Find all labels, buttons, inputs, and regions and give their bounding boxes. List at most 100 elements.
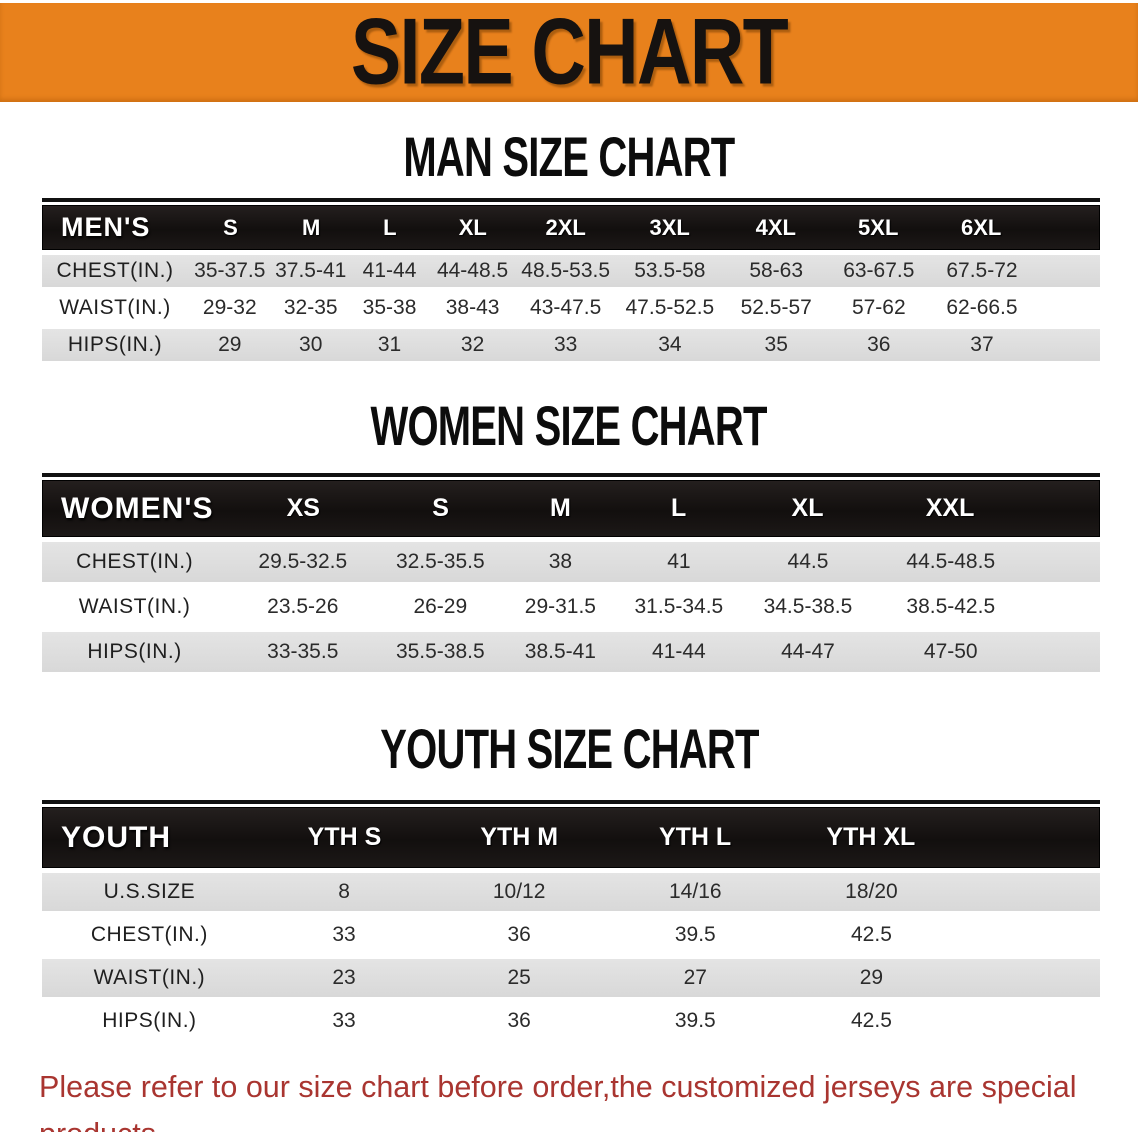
- cell-value: 53.5-58: [634, 259, 706, 282]
- men-table-body: CHEST(IN.) 35-37.5 37.5-41 41-44 44-48.5 48.5…: [42, 255, 1100, 361]
- cell-value: 32-35: [283, 296, 338, 319]
- cell-value: 36: [867, 333, 891, 356]
- cell-value: 31.5-34.5: [634, 595, 724, 618]
- table-row: U.S.SIZE 8 10/12 14/16 18/20: [42, 873, 1100, 911]
- cell-value: 44-48.5: [436, 259, 509, 282]
- cell-value: 37: [970, 333, 994, 356]
- cell-value: 34.5-38.5: [763, 595, 853, 618]
- cell-value: 44.5-48.5: [906, 550, 996, 573]
- table-row: HIPS(IN.) 29 30 31 32 33 34 35 36 37: [42, 329, 1100, 361]
- row-label: WAIST(IN.): [59, 296, 171, 319]
- column-header: L: [671, 494, 687, 522]
- page-title: SIZE CHART: [350, 0, 789, 105]
- cell-value: 34: [658, 333, 682, 356]
- column-header: L: [383, 214, 397, 240]
- column-header: M: [302, 214, 321, 240]
- cell-value: 42.5: [851, 923, 892, 946]
- table-row: WAIST(IN.) 29-32 32-35 35-38 38-43 43-47.5 47.…: [42, 292, 1100, 324]
- cell-value: 41-44: [652, 640, 706, 663]
- cell-value: 8: [338, 880, 350, 903]
- disclaimer-line-1: Please refer to our size chart before or…: [39, 1070, 1077, 1132]
- cell-value: 38.5-41: [524, 640, 596, 663]
- table-top-border: [42, 198, 1100, 202]
- cell-value: 23: [332, 966, 356, 989]
- women-table-body: CHEST(IN.) 29.5-32.5 32.5-35.5 38 41 44.5 44.5…: [42, 542, 1100, 672]
- row-label: CHEST(IN.): [76, 550, 194, 573]
- group-label: MEN'S: [61, 212, 151, 242]
- cell-value: 38-43: [445, 296, 500, 319]
- women-section-heading: WOMEN SIZE CHART: [370, 394, 768, 458]
- cell-value: 27: [683, 966, 707, 989]
- cell-value: 29-32: [202, 296, 257, 319]
- column-header: 4XL: [755, 214, 796, 240]
- cell-value: 35-38: [362, 296, 417, 319]
- row-label: CHEST(IN.): [90, 923, 208, 946]
- cell-value: 57-62: [851, 296, 906, 319]
- cell-value: 26-29: [413, 595, 468, 618]
- column-header: 3XL: [649, 214, 690, 240]
- cell-value: 30: [299, 333, 323, 356]
- cell-value: 33: [553, 333, 578, 356]
- youth-section-heading: YOUTH SIZE CHART: [379, 717, 759, 781]
- column-header: 5XL: [858, 214, 899, 240]
- cell-value: 35.5-38.5: [395, 640, 485, 663]
- cell-value: 43-47.5: [530, 296, 602, 319]
- cell-value: 52.5-57: [740, 296, 812, 319]
- cell-value: 29-31.5: [524, 595, 596, 618]
- column-header: M: [550, 494, 571, 522]
- cell-value: 14/16: [669, 880, 722, 903]
- row-label: CHEST(IN.): [56, 259, 174, 282]
- cell-value: 18/20: [845, 880, 898, 903]
- group-label: YOUTH: [61, 820, 171, 854]
- table-top-border: [42, 473, 1100, 477]
- cell-value: 44.5: [787, 550, 829, 573]
- column-header: YTH XL: [826, 823, 916, 851]
- cell-value: 41-44: [362, 259, 417, 282]
- men-size-table: MEN'S S M L XL 2XL 3XL 4XL 5XL 6XL CHEST(IN.) 35-3…: [42, 198, 1100, 361]
- youth-table-header: YOUTH YTH S YTH M YTH L YTH XL: [42, 807, 1100, 868]
- column-header: YTH M: [480, 823, 559, 851]
- cell-value: 36: [507, 923, 531, 946]
- cell-value: 33-35.5: [267, 640, 339, 663]
- cell-value: 47-50: [923, 640, 978, 663]
- table-row: CHEST(IN.) 35-37.5 37.5-41 41-44 44-48.5 48.5…: [42, 255, 1100, 287]
- cell-value: 44-47: [781, 640, 835, 663]
- table-row: CHEST(IN.) 29.5-32.5 32.5-35.5 38 41 44.5 44.5…: [42, 542, 1100, 582]
- cell-value: 31: [377, 333, 402, 356]
- row-label: U.S.SIZE: [103, 880, 196, 903]
- row-label: HIPS(IN.): [87, 640, 182, 663]
- cell-value: 41: [667, 550, 691, 573]
- group-label: WOMEN'S: [61, 491, 214, 525]
- column-header: XXL: [925, 494, 975, 522]
- cell-value: 10/12: [492, 880, 546, 903]
- men-section-heading: MAN SIZE CHART: [403, 125, 735, 189]
- cell-value: 32.5-35.5: [395, 550, 485, 573]
- table-row: WAIST(IN.) 23 25 27 29: [42, 959, 1100, 997]
- cell-value: 38: [548, 550, 573, 573]
- cell-value: 29.5-32.5: [258, 550, 348, 573]
- row-label: HIPS(IN.): [67, 333, 163, 356]
- youth-size-section: YOUTH SIZE CHART YOUTH YTH S YTH M YTH L YTH…: [0, 717, 1138, 1040]
- table-top-border: [42, 800, 1100, 804]
- column-header: 2XL: [545, 214, 586, 240]
- column-header: YTH L: [658, 823, 732, 851]
- column-header: S: [223, 214, 238, 240]
- column-header: XL: [791, 494, 824, 522]
- table-row: WAIST(IN.) 23.5-26 26-29 29-31.5 31.5-34.5 34…: [42, 587, 1100, 627]
- column-header: YTH S: [307, 823, 382, 851]
- row-label: HIPS(IN.): [102, 1009, 197, 1032]
- cell-value: 33: [332, 1009, 356, 1032]
- cell-value: 47.5-52.5: [625, 296, 715, 319]
- table-row: CHEST(IN.) 33 36 39.5 42.5: [42, 916, 1100, 954]
- cell-value: 42.5: [851, 1009, 892, 1032]
- women-size-table: WOMEN'S XS S M L XL XXL CHEST(IN.) 29.5-32.5 32.…: [42, 473, 1100, 672]
- cell-value: 58-63: [749, 259, 804, 282]
- cell-value: 35-37.5: [194, 259, 266, 282]
- youth-table-body: U.S.SIZE 8 10/12 14/16 18/20 CHEST(IN.) 33 36 39…: [42, 873, 1100, 1040]
- cell-value: 48.5-53.5: [521, 259, 611, 282]
- cell-value: 32: [460, 333, 485, 356]
- cell-value: 25: [507, 966, 531, 989]
- cell-value: 67.5-72: [946, 259, 1018, 282]
- men-size-section: MAN SIZE CHART MEN'S S M L XL 2XL 3XL 4XL 5XL 6XL…: [0, 125, 1138, 361]
- men-table-header: MEN'S S M L XL 2XL 3XL 4XL 5XL 6XL: [42, 205, 1100, 250]
